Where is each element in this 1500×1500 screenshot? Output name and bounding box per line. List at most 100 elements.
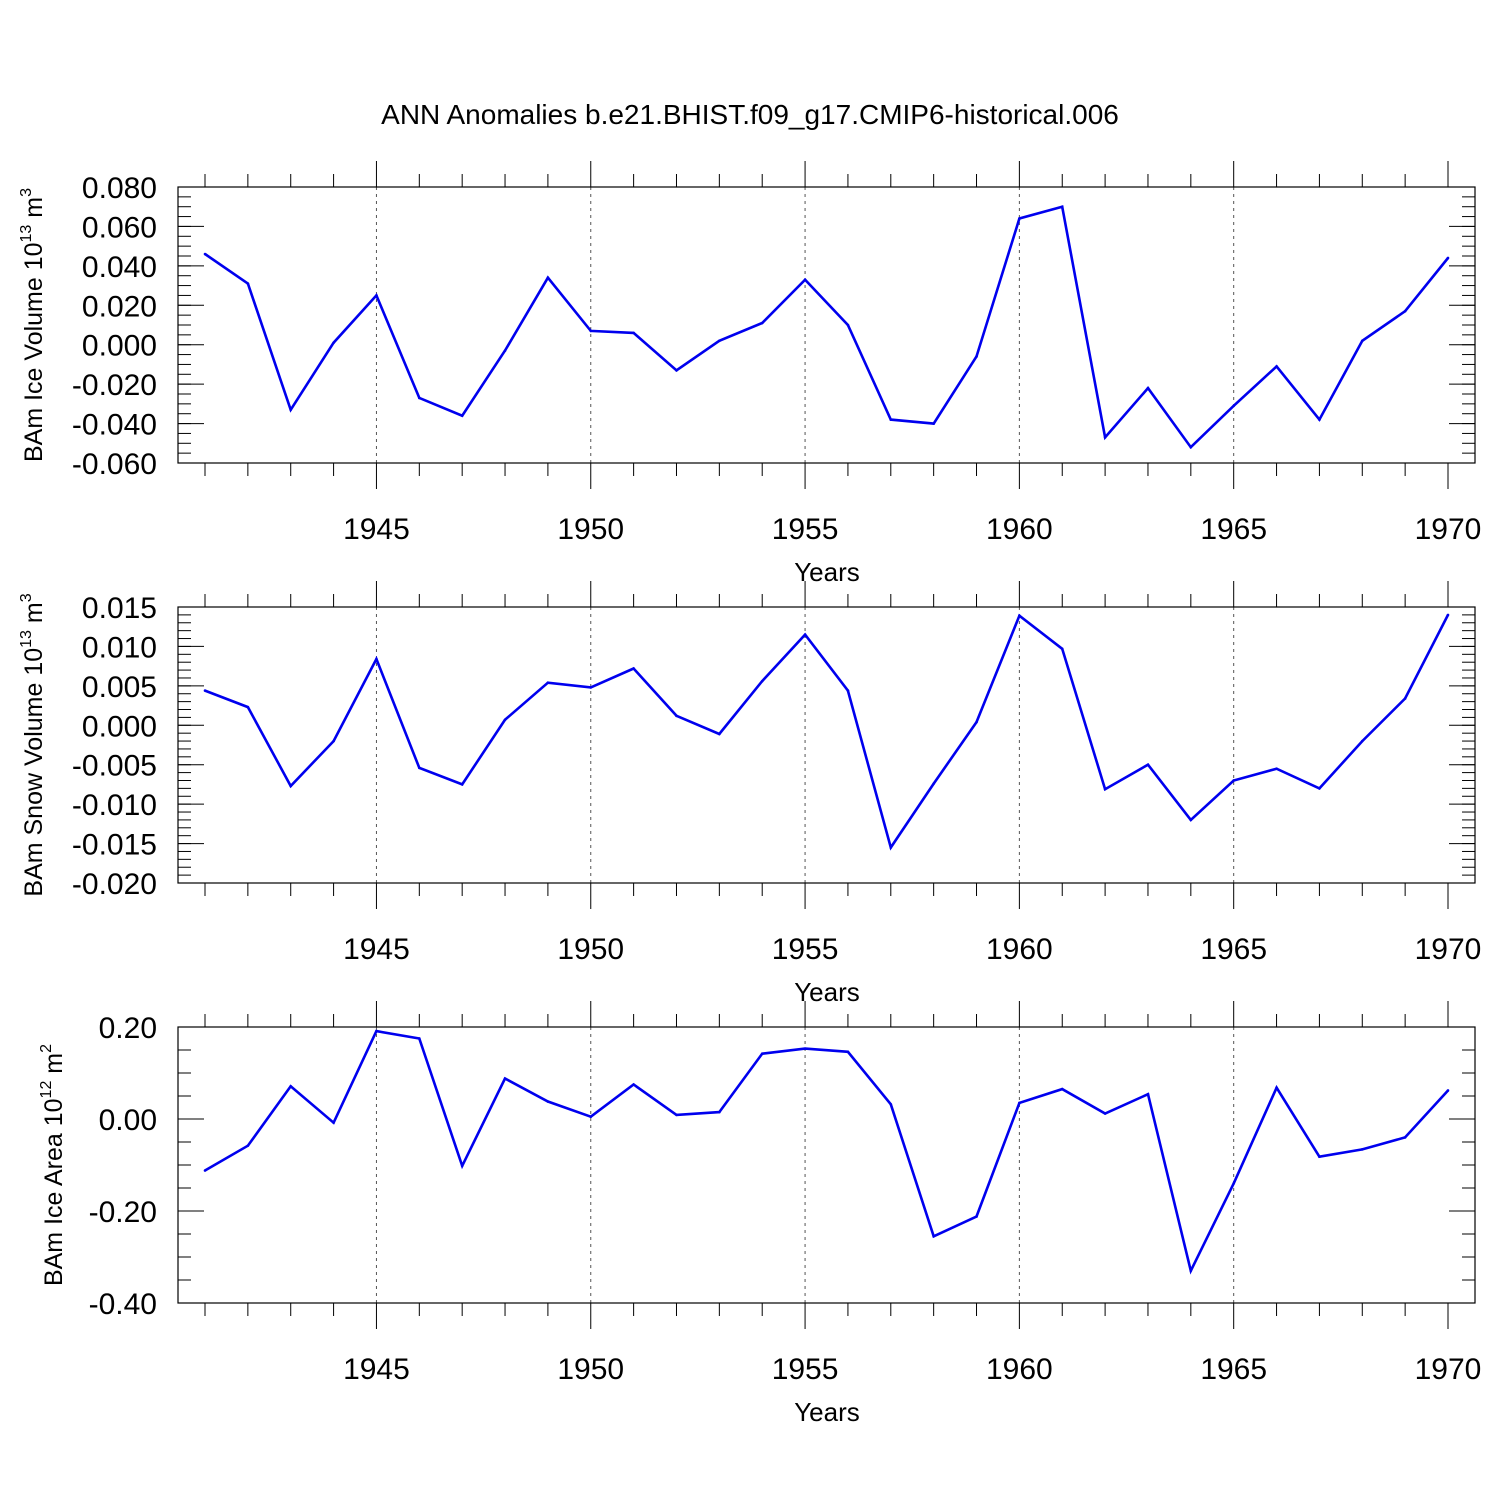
panel-snow-volume: 1945 1950 1955 1960 1965 1970 Years -0.020 -0.01…: [18, 581, 1481, 1007]
y-tick-label: 0.00: [99, 1104, 157, 1137]
data-point: [1360, 339, 1364, 343]
data-point: [975, 1215, 978, 1218]
data-point: [846, 323, 850, 327]
y-tick-label: -0.015: [72, 829, 157, 862]
data-point: [246, 1144, 250, 1147]
y-axis-label-text: BAm Ice Area 10: [40, 1098, 68, 1286]
y-axis-label-unit-exponent: 3: [18, 593, 35, 602]
x-tick-label: 1970: [1415, 933, 1482, 966]
data-point: [418, 1037, 421, 1040]
series-line: [204, 613, 1450, 851]
data-point: [718, 339, 721, 343]
data-point: [1060, 1087, 1064, 1091]
y-tick-label: 0.005: [82, 671, 157, 704]
y-tick-label: -0.020: [72, 369, 157, 402]
data-point: [332, 1121, 335, 1124]
data-point: [1275, 365, 1278, 368]
y-tick-label: 0.000: [82, 330, 157, 363]
plot-frame: [177, 186, 1476, 464]
data-point: [803, 633, 807, 636]
x-tick-label: 1950: [557, 513, 624, 546]
x-tick-label: 1965: [1200, 933, 1267, 966]
data-point: [460, 414, 464, 417]
data-point: [1146, 386, 1150, 390]
data-point: [589, 329, 593, 333]
panel-ice-volume: 1945 1950 1955 1960 1965 1970 Years -0.060 -0.04…: [18, 161, 1481, 587]
data-point: [246, 282, 250, 285]
y-axis-label-unit: m: [40, 1053, 68, 1081]
data-point: [1318, 787, 1321, 790]
data-point: [589, 686, 593, 689]
data-point: [1018, 614, 1021, 617]
x-tick-label: 1960: [986, 933, 1053, 966]
y-axis-label: BAm Snow Volume 1013 m3: [18, 593, 48, 896]
data-point: [1318, 1155, 1321, 1159]
x-axis-label: Years: [794, 1397, 860, 1427]
data-point: [375, 294, 378, 297]
data-point: [375, 1029, 378, 1033]
y-axis-label-exponent: 13: [18, 630, 35, 648]
y-axis-label-text: BAm Snow Volume 10: [20, 648, 48, 897]
y-tick-label: 0.040: [82, 251, 157, 284]
data-point: [718, 732, 721, 736]
y-tick-label: 0.020: [82, 290, 157, 323]
data-point: [332, 341, 335, 345]
data-point: [546, 276, 550, 279]
data-point: [975, 720, 978, 724]
data-point: [1275, 1086, 1278, 1090]
data-point: [1103, 436, 1107, 439]
y-tick-label: -0.020: [72, 868, 157, 901]
data-point: [418, 396, 421, 400]
x-tick-label: 1950: [557, 1353, 624, 1386]
data-point: [1360, 739, 1364, 743]
data-point: [718, 1110, 721, 1114]
data-point: [332, 739, 335, 743]
data-point: [589, 1115, 593, 1118]
data-point: [1018, 217, 1021, 220]
series-line: [204, 205, 1450, 450]
data-point: [546, 1100, 550, 1103]
data-point: [675, 714, 678, 718]
data-point: [460, 1164, 464, 1168]
data-point: [460, 783, 464, 786]
data-point: [1103, 787, 1107, 791]
data-point: [803, 278, 807, 281]
data-point: [203, 252, 207, 256]
data-point: [932, 1235, 935, 1238]
data-point: [889, 418, 893, 421]
data-point: [1189, 818, 1193, 822]
x-tick-label: 1945: [343, 513, 410, 546]
x-tick-label: 1945: [343, 1353, 410, 1386]
y-tick-label: 0.080: [82, 172, 157, 205]
data-point: [1018, 1101, 1021, 1105]
data-point: [503, 1077, 507, 1080]
y-tick-label: 0.060: [82, 211, 157, 244]
y-axis-label-unit: m: [20, 602, 48, 630]
data-point: [632, 331, 635, 335]
panel-ice-area: 1945 1950 1955 1960 1965 1970 Years -0.40 -0.20 0…: [38, 1001, 1481, 1427]
y-axis-label: BAm Ice Area 1012 m2: [38, 1044, 68, 1286]
data-point: [503, 718, 507, 722]
data-point: [1189, 1269, 1193, 1273]
x-tick-label: 1965: [1200, 1353, 1267, 1386]
y-axis-label-text: BAm Ice Volume 10: [20, 242, 48, 462]
data-point: [1360, 1148, 1364, 1151]
data-point: [1403, 309, 1407, 313]
x-tick-label: 1955: [772, 933, 839, 966]
data-point: [932, 422, 935, 425]
data-point: [289, 784, 293, 788]
y-axis-label-exponent: 12: [38, 1081, 55, 1099]
data-point: [203, 1169, 207, 1172]
y-tick-label: -0.40: [89, 1288, 157, 1321]
y-axis-label-unit-exponent: 3: [18, 188, 35, 197]
data-point: [1446, 1089, 1450, 1092]
x-tick-label: 1950: [557, 933, 624, 966]
x-tick-label: 1960: [986, 1353, 1053, 1386]
data-point: [1146, 763, 1150, 767]
data-point: [1403, 697, 1407, 700]
data-point: [975, 355, 978, 358]
data-point: [889, 846, 893, 849]
series-line: [204, 1029, 1449, 1275]
data-point: [503, 349, 507, 352]
